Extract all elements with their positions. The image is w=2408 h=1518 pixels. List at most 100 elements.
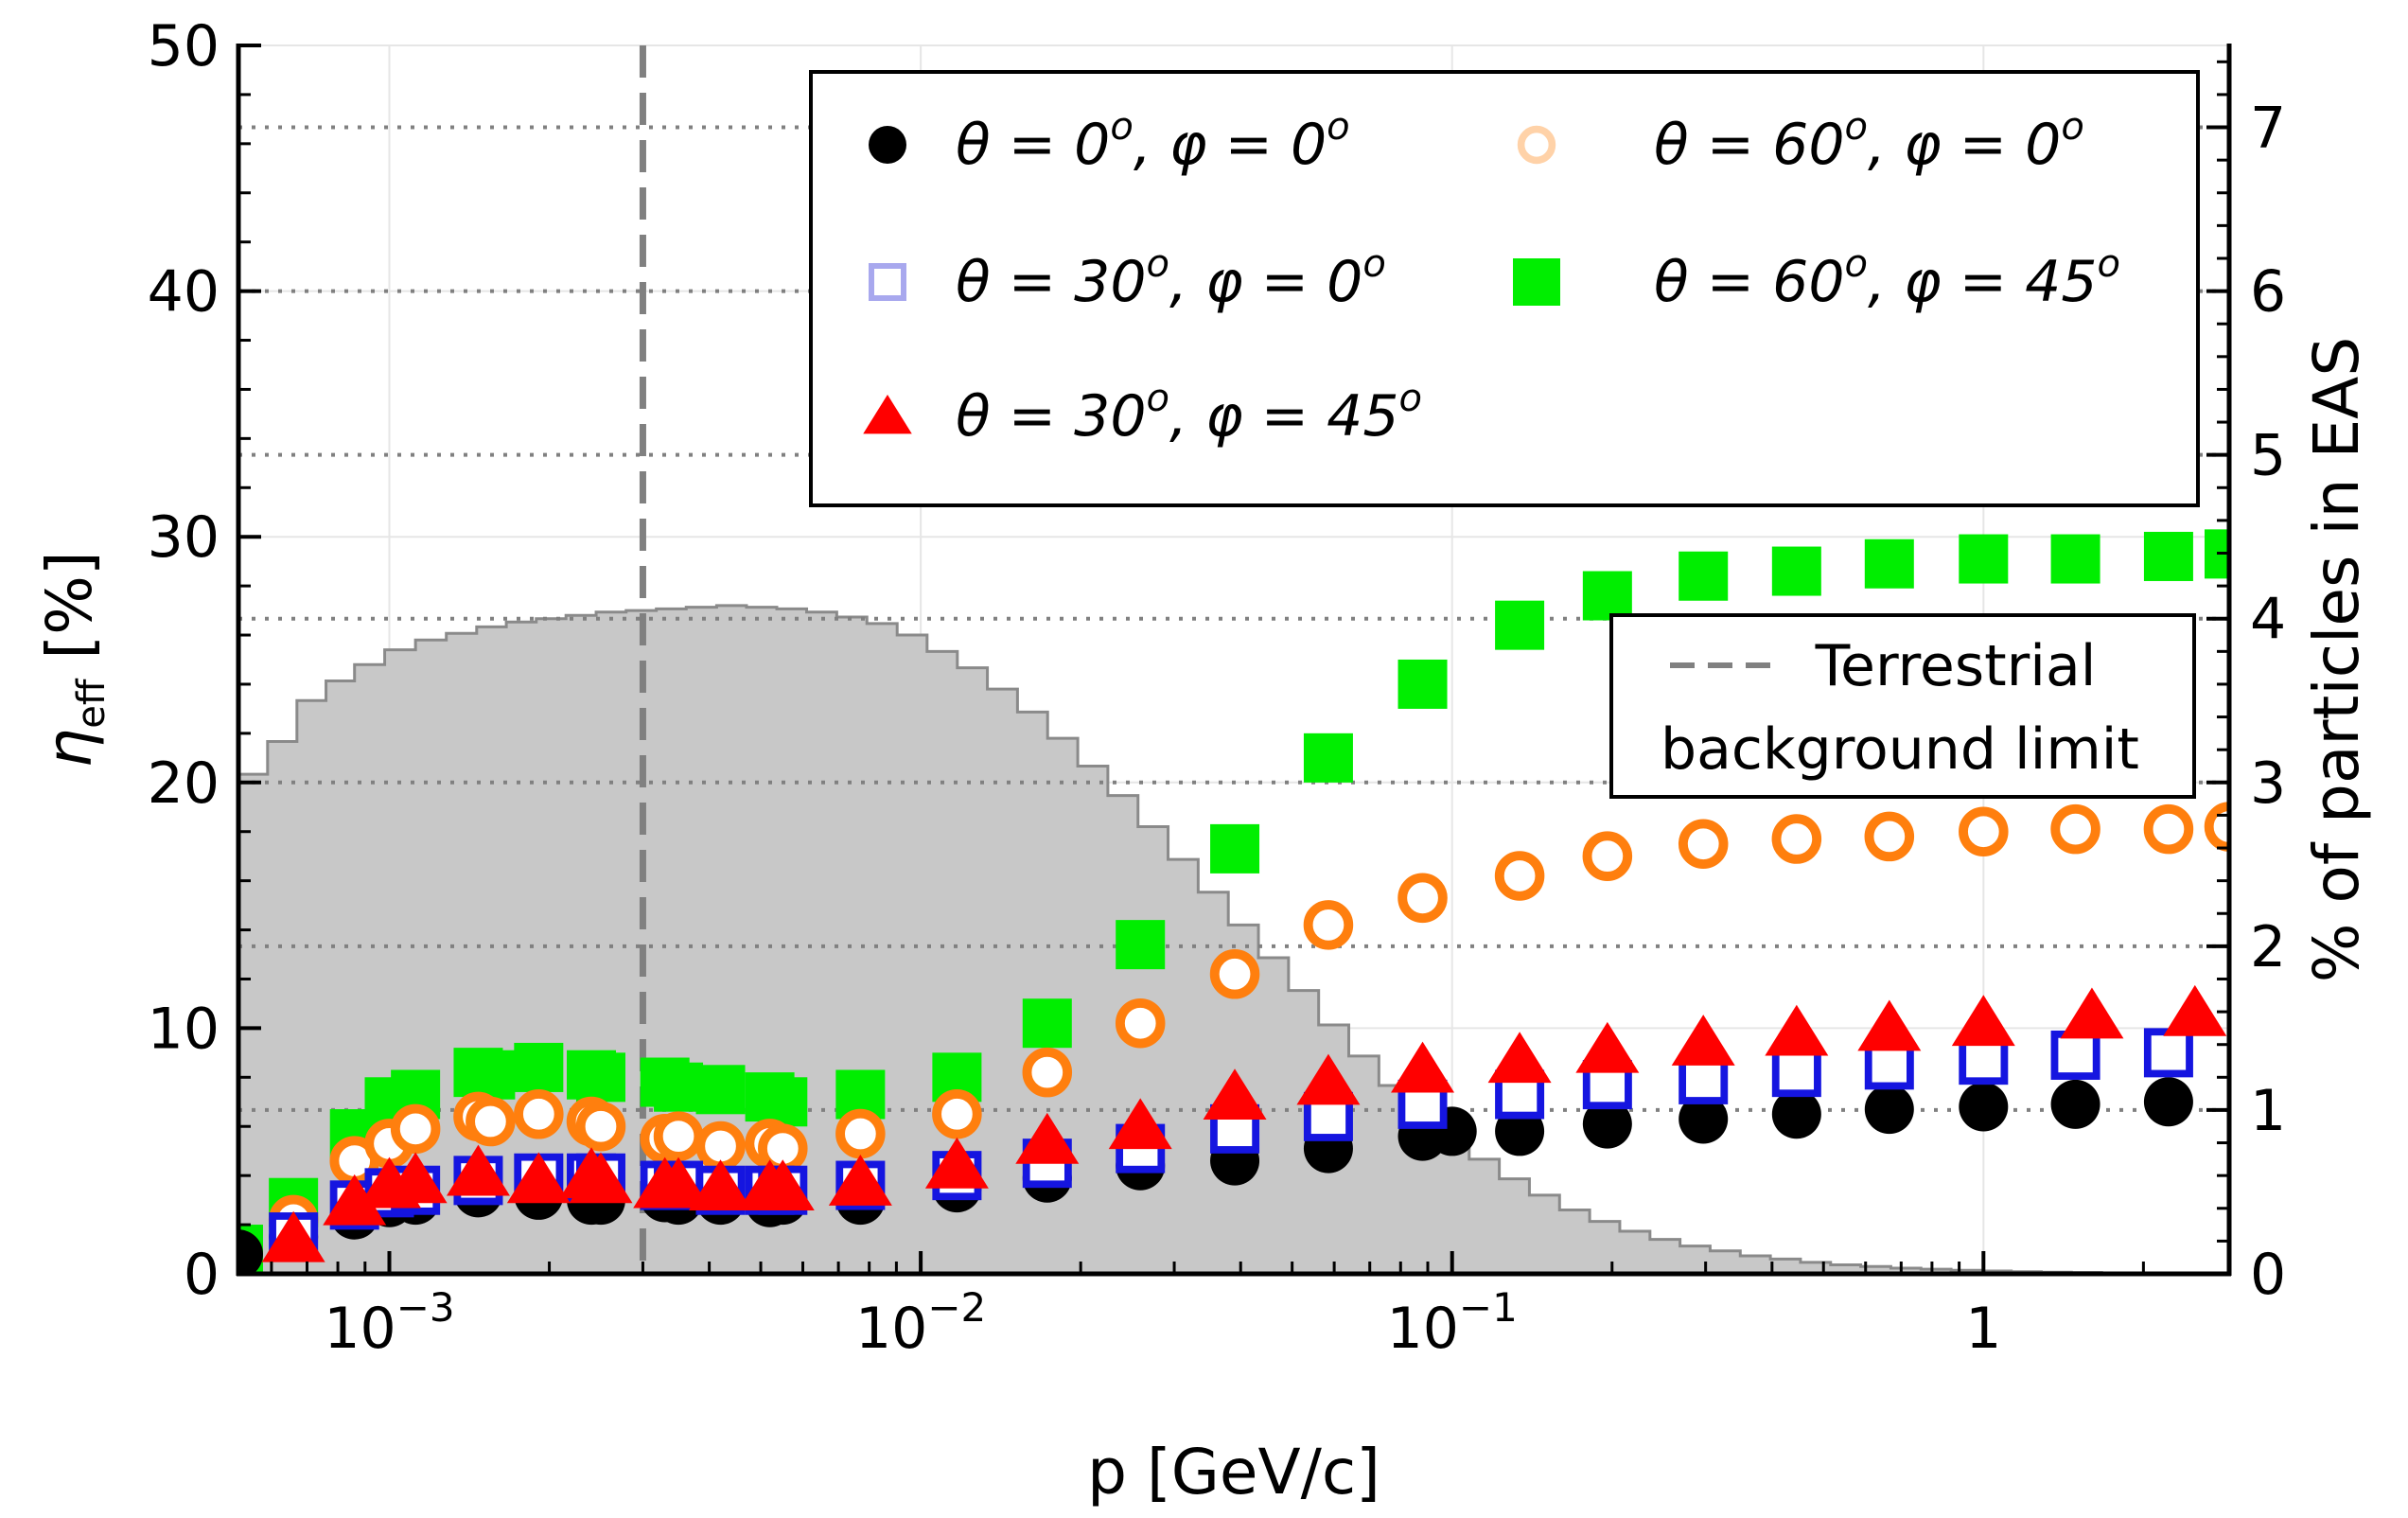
data-point: [1391, 1041, 1455, 1093]
y2-tick-label: 2: [2250, 914, 2286, 980]
data-point: [514, 1089, 564, 1139]
threshold-legend-box: [1609, 613, 2196, 799]
threshold-label-line1: Terrestrial: [1815, 633, 2097, 699]
data-point: [1679, 1094, 1729, 1144]
data-point: [2143, 1028, 2193, 1078]
x-tick-label: 10−2: [855, 1284, 986, 1362]
data-point: [1771, 814, 1822, 864]
legend-entry: θ = 60o, φ = 0o: [1517, 105, 2084, 178]
data-point: [1115, 997, 1166, 1049]
data-point: [1303, 733, 1353, 783]
data-point: [828, 1155, 892, 1206]
data-point: [383, 1152, 448, 1204]
data-point: [1864, 811, 1915, 862]
y2-tick-label: 1: [2250, 1078, 2286, 1144]
data-point: [1864, 538, 1914, 589]
data-point: [1108, 1098, 1172, 1150]
x-axis-title: p [GeV/c]: [1087, 1436, 1380, 1509]
data-point: [1678, 819, 1729, 869]
data-point: [506, 1152, 571, 1204]
data-point: [1116, 920, 1166, 970]
data-point: [2050, 1030, 2100, 1080]
data-point: [1959, 1035, 2009, 1086]
data-point: [1582, 831, 1633, 881]
y-tick-label: 10: [148, 996, 220, 1062]
data-point: [575, 1101, 626, 1152]
y-tick-label: 0: [184, 1242, 220, 1308]
y2-tick-label: 6: [2250, 259, 2286, 326]
data-point: [1397, 659, 1448, 709]
data-point: [1679, 551, 1729, 601]
data-point: [238, 1229, 263, 1274]
data-point: [2143, 531, 2193, 581]
data-point: [466, 1050, 516, 1100]
data-point: [1303, 900, 1354, 950]
y2-tick-label: 7: [2250, 96, 2286, 162]
x-tick-label: 10−1: [1387, 1284, 1518, 1362]
y-tick-label: 50: [148, 13, 220, 79]
data-point: [653, 1111, 704, 1161]
legend-marker: [869, 126, 906, 164]
x-tick-label: 1: [1965, 1296, 2001, 1362]
data-point: [1864, 1040, 1914, 1090]
data-point: [2050, 803, 2100, 855]
x-tick-label: 10−3: [324, 1284, 454, 1362]
legend-label: θ = 60o, φ = 45o: [1654, 242, 2120, 315]
data-point: [835, 1108, 886, 1159]
data-point: [932, 1089, 982, 1139]
data-point: [924, 1137, 989, 1189]
data-point: [1022, 998, 1072, 1049]
data-point: [2143, 1077, 2193, 1127]
data-point: [1771, 1048, 1821, 1098]
data-point: [1015, 1112, 1080, 1164]
legend-label: θ = 0o, φ = 0o: [956, 105, 1350, 178]
data-point: [1864, 1085, 1914, 1135]
data-point: [569, 1152, 633, 1204]
data-point: [1771, 1089, 1821, 1139]
series-filled-square: [238, 529, 2229, 1274]
data-point: [646, 1156, 711, 1209]
series-filled-triangle: [261, 984, 2227, 1262]
y-tick-label: 20: [148, 750, 220, 817]
data-point: [1487, 1032, 1552, 1084]
legend-entry: θ = 60o, φ = 45o: [1513, 242, 2120, 315]
threshold-legend: Terrestrial background limit: [1609, 613, 2196, 799]
data-point: [758, 1077, 808, 1127]
data-point: [2050, 534, 2100, 584]
data-point: [1765, 1004, 1829, 1056]
legend-marker: [1517, 125, 1556, 165]
data-point: [466, 1096, 516, 1147]
legend-entries: θ = 0o, φ = 0o θ = 30o, φ = 0o θ = 30o, φ …: [863, 105, 2120, 450]
legend-box: [809, 70, 2200, 507]
threshold-label-line2: background limit: [1661, 716, 2139, 783]
legend-marker: [1513, 258, 1560, 306]
y-axis-title: ηeff [%]: [33, 551, 114, 768]
data-point: [1959, 534, 2009, 584]
data-point: [261, 1210, 325, 1262]
data-point: [2060, 987, 2124, 1039]
y2-tick-label: 0: [2250, 1242, 2286, 1308]
data-point: [1575, 1021, 1640, 1073]
data-point: [695, 1065, 746, 1115]
data-point: [1397, 873, 1448, 924]
data-point: [2050, 1079, 2100, 1129]
data-point: [1679, 1054, 1729, 1104]
data-point: [390, 1103, 441, 1155]
data-point: [654, 1062, 704, 1112]
y-tick-label: 30: [148, 504, 220, 571]
data-point: [1582, 1099, 1632, 1149]
legend-label: θ = 30o, φ = 45o: [956, 377, 1422, 450]
data-point: [2163, 984, 2227, 1036]
data-point: [446, 1144, 510, 1196]
y2-tick-label: 3: [2250, 750, 2286, 817]
legend-label: θ = 60o, φ = 0o: [1654, 105, 2084, 178]
legend-marker: [869, 263, 906, 301]
data-point: [1296, 1053, 1361, 1105]
data-point: [1771, 546, 1821, 596]
data-point: [1494, 851, 1545, 901]
legend-label: θ = 30o, φ = 0o: [956, 242, 1386, 315]
legend-marker: [863, 395, 912, 434]
data-point: [1022, 1047, 1073, 1098]
data-point: [1857, 999, 1922, 1051]
